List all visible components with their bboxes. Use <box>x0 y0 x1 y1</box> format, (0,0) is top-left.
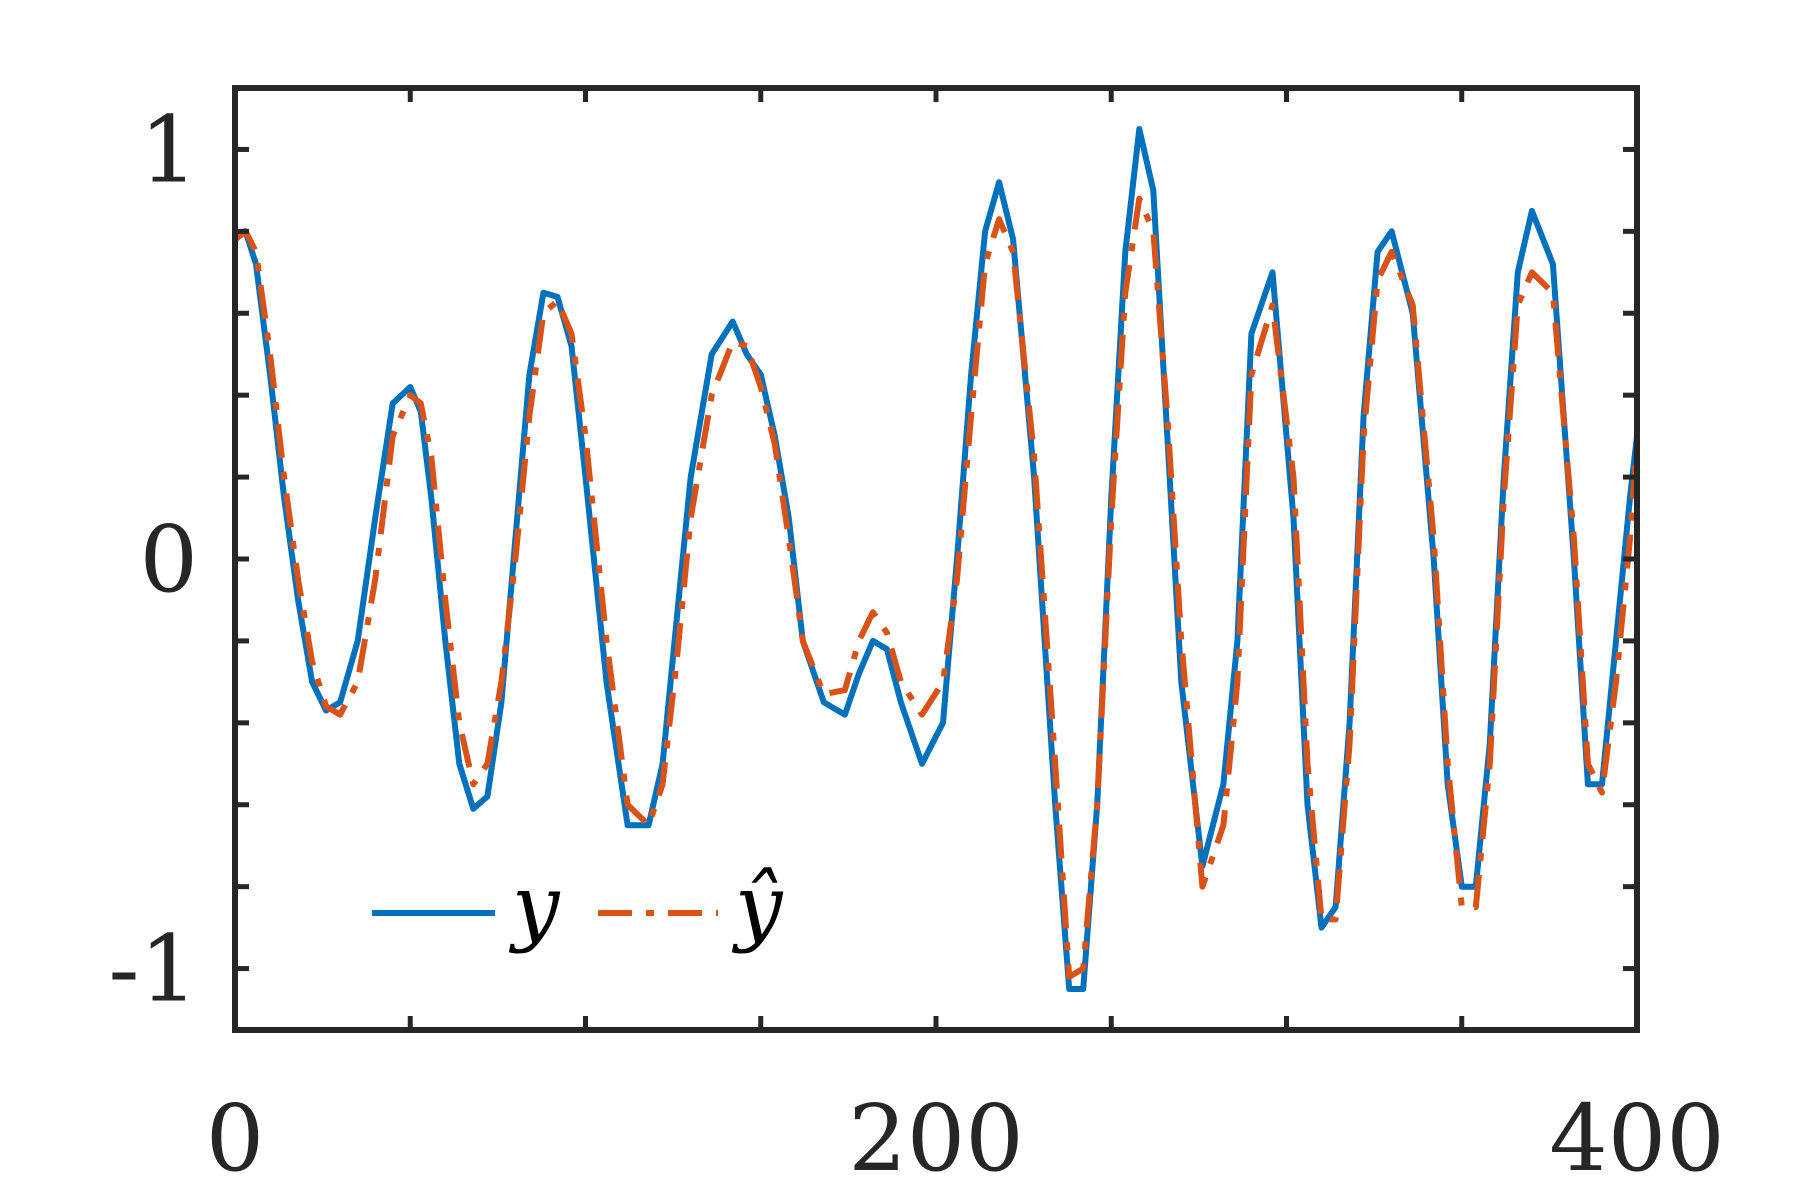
y-tick-label: -1 <box>108 916 198 1023</box>
legend-label: y <box>508 857 561 955</box>
x-tick-label: 200 <box>848 1085 1024 1192</box>
x-tick-label: 0 <box>206 1085 265 1192</box>
x-tick-label: 400 <box>1549 1085 1725 1192</box>
y-tick-label: 0 <box>139 506 198 613</box>
plot-lines <box>235 126 1637 992</box>
y-tick-label: 1 <box>139 96 198 203</box>
axes-box <box>232 85 1640 1033</box>
series-line-y-hat <box>235 195 1637 980</box>
legend-label: ŷ <box>731 857 784 955</box>
